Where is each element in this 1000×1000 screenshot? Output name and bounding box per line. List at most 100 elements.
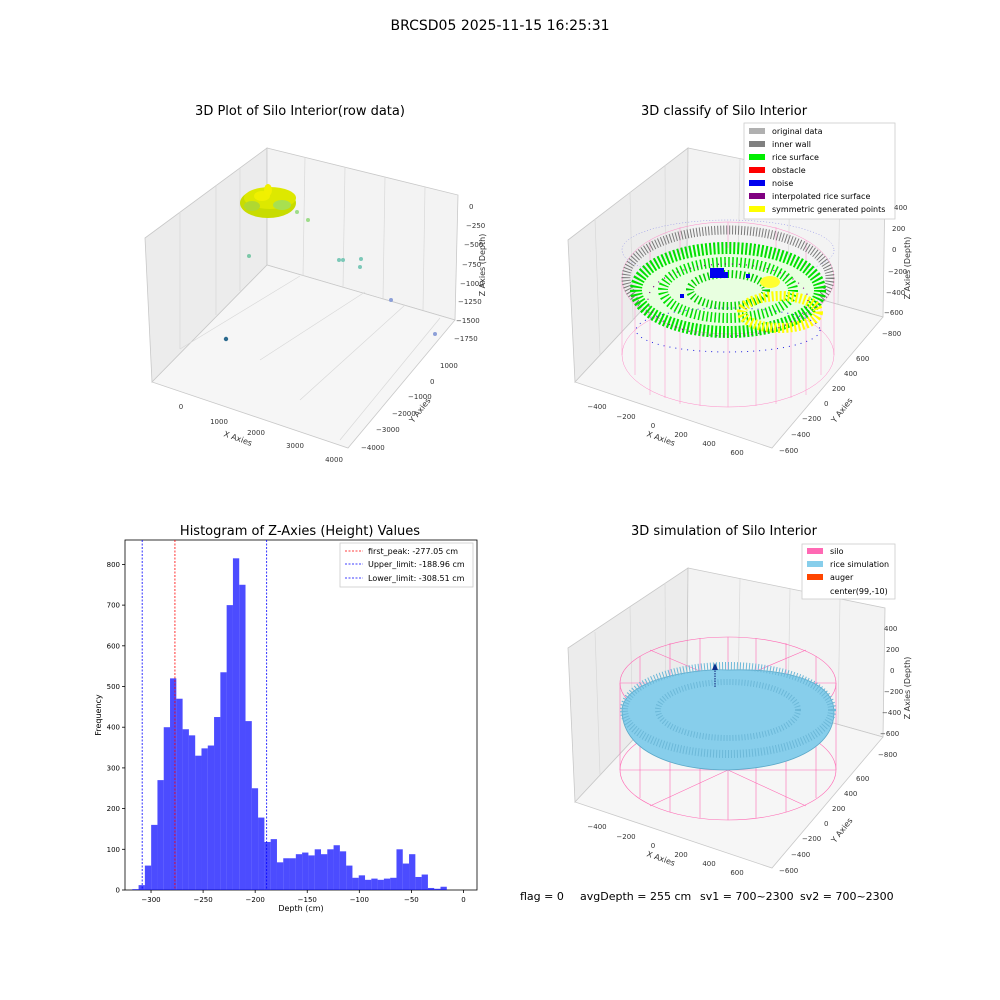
histogram-bar xyxy=(151,824,158,890)
raw-3d-grid xyxy=(179,156,441,441)
histogram-y-tick-label: 800 xyxy=(107,561,120,569)
legend-swatch xyxy=(749,141,765,147)
classify-x-tick: −400 xyxy=(587,403,606,411)
classify-y-tick: 0 xyxy=(824,400,828,408)
legend-label: first_peak: -277.05 cm xyxy=(368,547,458,556)
legend-swatch xyxy=(807,548,823,554)
histogram-bar xyxy=(421,874,428,890)
legend-label: interpolated rice surface xyxy=(772,192,870,201)
simulation-y-axis-label: Y Axies xyxy=(829,816,855,845)
legend-label: center(99,-10) xyxy=(830,587,888,596)
legend-label: silo xyxy=(830,547,844,556)
raw-y-tick: 0 xyxy=(430,378,434,386)
raw-x-tick: 1000 xyxy=(210,418,228,426)
inner-wall-points xyxy=(621,225,835,331)
raw-3d-panes xyxy=(144,147,459,449)
legend-label: Lower_limit: -308.51 cm xyxy=(368,574,465,583)
raw-outlier-points xyxy=(223,210,437,342)
raw-x-tick: 4000 xyxy=(325,456,343,464)
histogram-bar xyxy=(188,735,196,890)
raw-z-axis-label: Z Axies (Depth) xyxy=(478,234,487,297)
histogram-bar xyxy=(245,721,252,890)
raw-z-tick: −250 xyxy=(466,222,485,230)
histogram-bar xyxy=(314,849,321,890)
raw-3d-plot: 0 1000 2000 3000 4000 X Axies 1000 0 −10… xyxy=(144,147,487,464)
histogram-y-tick-label: 300 xyxy=(107,764,120,772)
histogram-title: Histogram of Z-Axies (Height) Values xyxy=(179,524,421,539)
histogram-bar xyxy=(195,755,202,890)
histogram-legend: first_peak: -277.05 cm Upper_limit: -188… xyxy=(339,542,474,588)
simulation-z-tick: −800 xyxy=(878,751,897,759)
histogram-bar xyxy=(170,678,177,890)
classify-y-tick: 400 xyxy=(844,370,857,378)
simulation-z-tick: −200 xyxy=(884,688,903,696)
sv1-status: sv1 = 700~2300 xyxy=(700,890,794,903)
raw-z-tick: −1250 xyxy=(458,298,482,306)
flag-status: flag = 0 xyxy=(520,890,564,903)
legend-label: noise xyxy=(772,179,793,188)
legend-label: inner wall xyxy=(772,140,811,149)
classify-y-tick: 600 xyxy=(856,355,869,363)
legend-label: original data xyxy=(772,127,823,136)
histogram-bar xyxy=(327,849,334,890)
rice-simulation-surface xyxy=(620,662,836,771)
histogram-bar xyxy=(409,854,416,890)
classify-y-tick: −400 xyxy=(791,431,810,439)
histogram-y-tick-label: 600 xyxy=(107,642,120,650)
histogram-bar xyxy=(352,877,359,890)
histogram-bar xyxy=(383,878,391,890)
histogram-bar xyxy=(339,851,347,890)
raw-z-tick: 0 xyxy=(469,203,473,211)
histogram-x-tick-label: −50 xyxy=(404,896,419,904)
histogram-bar xyxy=(201,748,208,890)
classify-z-tick: −600 xyxy=(884,309,903,317)
histogram-bar xyxy=(333,845,340,890)
simulation-x-tick: −400 xyxy=(587,823,606,831)
rice-surface-points xyxy=(630,242,826,338)
histogram-bar xyxy=(402,863,410,890)
legend-swatch xyxy=(807,561,823,567)
auger-marker xyxy=(712,663,718,688)
raw-z-tick: −1750 xyxy=(454,335,478,343)
histogram-bar xyxy=(358,875,366,890)
histogram-x-tick-label: −200 xyxy=(246,896,265,904)
classify-z-tick: −200 xyxy=(888,268,907,276)
classify-x-tick: 600 xyxy=(730,449,743,457)
histogram-bar xyxy=(239,584,246,890)
histogram-bar xyxy=(302,852,309,890)
classify-z-tick: −400 xyxy=(886,289,905,297)
histogram-bar xyxy=(138,885,145,890)
histogram-y-ticks: 0 100 200 300 400 500 600 700 800 xyxy=(107,561,125,895)
classify-legend: original data inner wall rice surface ob… xyxy=(743,122,896,220)
histogram-y-tick-label: 200 xyxy=(107,805,120,813)
simulation-x-tick: 0 xyxy=(651,842,655,850)
legend-label: symmetric generated points xyxy=(772,205,885,214)
simulation-z-tick: 0 xyxy=(890,667,894,675)
histogram-x-tick-label: −250 xyxy=(193,896,212,904)
classify-x-tick: 200 xyxy=(674,431,687,439)
histogram-bar xyxy=(207,745,215,890)
classify-x-tick: 400 xyxy=(702,440,715,448)
histogram-bar xyxy=(226,605,233,890)
histogram-y-tick-label: 400 xyxy=(107,724,120,732)
classify-plot-title: 3D classify of Silo Interior xyxy=(640,104,808,119)
simulation-legend: silo rice simulation auger center(99,-10… xyxy=(801,543,896,600)
histogram-bar xyxy=(270,839,277,890)
histogram-bar xyxy=(365,879,372,890)
histogram-x-tick-label: −100 xyxy=(350,896,369,904)
suptitle: BRCSD05 2025-11-15 16:25:31 xyxy=(390,18,610,34)
histogram-bar xyxy=(320,854,328,890)
simulation-z-tick: −600 xyxy=(880,730,899,738)
legend-swatch xyxy=(749,193,765,199)
classify-z-tick: 0 xyxy=(892,246,896,254)
histogram-bar xyxy=(440,886,447,890)
raw-z-tick: −1000 xyxy=(460,280,484,288)
raw-x-tick: 2000 xyxy=(247,429,265,437)
classify-x-axis-label: X Axies xyxy=(645,429,676,448)
simulation-plot-title: 3D simulation of Silo Interior xyxy=(631,524,817,539)
classify-z-tick: 200 xyxy=(892,225,905,233)
sv2-status: sv2 = 700~2300 xyxy=(800,890,894,903)
histogram-bar xyxy=(220,672,227,890)
histogram-bar xyxy=(371,878,378,890)
classify-z-axis-label: Z Axies (Depth) xyxy=(903,237,912,300)
